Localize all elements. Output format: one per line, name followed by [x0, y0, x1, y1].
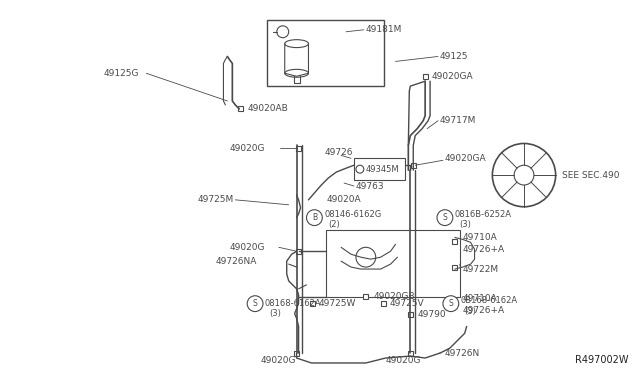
Text: 49020G: 49020G — [385, 356, 421, 365]
Text: 49725M: 49725M — [198, 195, 234, 204]
Text: 49020GA: 49020GA — [431, 72, 473, 81]
Circle shape — [514, 165, 534, 185]
Bar — [452, 264, 457, 270]
Text: B: B — [312, 213, 317, 222]
Text: 49725V: 49725V — [390, 299, 424, 308]
Text: 0816B-6252A: 0816B-6252A — [455, 210, 512, 219]
Text: 49726+A: 49726+A — [463, 306, 505, 315]
Text: S: S — [449, 299, 453, 308]
Circle shape — [307, 210, 323, 225]
Bar — [267, 20, 383, 86]
Bar — [354, 158, 405, 180]
Text: 49020A: 49020A — [326, 195, 361, 204]
Ellipse shape — [285, 69, 308, 77]
Text: 49710A: 49710A — [463, 233, 497, 242]
Text: 0B168-6162A: 0B168-6162A — [461, 296, 518, 305]
Circle shape — [443, 296, 459, 312]
Bar — [296, 249, 301, 254]
Text: 49125G: 49125G — [104, 69, 140, 78]
Bar — [310, 301, 315, 306]
Circle shape — [247, 296, 263, 312]
Text: 49020GA: 49020GA — [445, 154, 486, 163]
Bar — [294, 351, 299, 356]
Bar — [411, 163, 416, 168]
Circle shape — [492, 144, 556, 207]
Text: (3): (3) — [465, 307, 477, 316]
Bar — [238, 106, 243, 111]
Circle shape — [437, 210, 453, 225]
Bar — [422, 74, 428, 79]
Text: 49020GB: 49020GB — [374, 292, 415, 301]
Text: 49725W: 49725W — [318, 299, 356, 308]
Text: 49345M: 49345M — [366, 165, 399, 174]
Text: R497002W: R497002W — [575, 355, 629, 365]
Text: 49726: 49726 — [324, 148, 353, 157]
Circle shape — [356, 247, 376, 267]
Bar — [326, 230, 460, 297]
Text: SEE SEC.490: SEE SEC.490 — [561, 171, 619, 180]
Text: 49020G: 49020G — [229, 243, 265, 252]
Text: 08168-6162A: 08168-6162A — [265, 299, 321, 308]
Text: 49125: 49125 — [440, 52, 468, 61]
Text: 49722M: 49722M — [463, 264, 499, 273]
Text: (3): (3) — [269, 309, 281, 318]
Circle shape — [277, 26, 289, 38]
Text: 49726+A: 49726+A — [463, 245, 505, 254]
Bar — [381, 301, 386, 306]
Text: (2): (2) — [328, 220, 340, 229]
Bar — [296, 146, 301, 151]
Text: 49726N: 49726N — [445, 349, 480, 357]
Ellipse shape — [285, 40, 308, 48]
Bar — [408, 351, 413, 356]
Bar — [364, 294, 368, 299]
Text: 49020G: 49020G — [229, 144, 265, 153]
Text: 49181M: 49181M — [366, 25, 402, 34]
Bar — [408, 312, 413, 317]
Text: 49790: 49790 — [417, 310, 446, 319]
Text: S: S — [253, 299, 257, 308]
Text: 49710A: 49710A — [463, 294, 497, 303]
Text: 08146-6162G: 08146-6162G — [324, 210, 381, 219]
Text: 49020AB: 49020AB — [247, 105, 288, 113]
Circle shape — [356, 165, 364, 173]
Bar — [452, 239, 457, 244]
Text: 49020G: 49020G — [261, 356, 296, 365]
Text: 49726NA: 49726NA — [216, 257, 257, 266]
Text: 49717M: 49717M — [440, 116, 476, 125]
Text: S: S — [442, 213, 447, 222]
Text: 49763: 49763 — [356, 182, 385, 190]
Text: (3): (3) — [459, 220, 470, 229]
